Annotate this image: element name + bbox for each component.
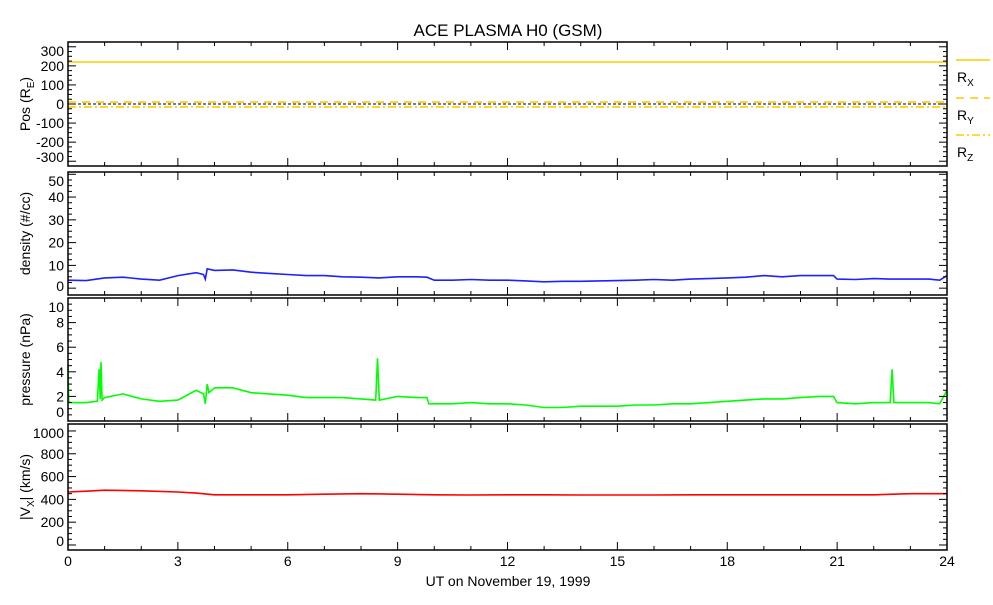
legend-label-text: R <box>957 107 967 123</box>
y-tick-label: -100 <box>36 115 64 131</box>
legend-label-sub: X <box>967 78 974 89</box>
y-tick-label: 100 <box>41 77 65 93</box>
y-tick-label: 0 <box>56 96 64 112</box>
legend-label-sub: Y <box>967 116 974 127</box>
y-tick-label: 200 <box>41 58 65 74</box>
y-tick-label: 0 <box>56 278 64 294</box>
y-label-text: density (#/cc) <box>17 192 33 275</box>
chart-title: ACE PLASMA H0 (GSM) <box>414 21 603 40</box>
y-tick-label: 10 <box>48 299 64 315</box>
y-tick-label: 300 <box>41 43 65 59</box>
y-label-text: Pos (R <box>17 88 33 131</box>
x-tick-label: 3 <box>174 553 182 569</box>
y-tick-label: 1000 <box>33 425 64 441</box>
y-tick-label: -200 <box>36 134 64 150</box>
y-tick-label: 0 <box>56 404 64 420</box>
panel-frame <box>67 423 948 551</box>
y-tick-label: 10 <box>48 257 64 273</box>
panel-frame <box>67 171 948 296</box>
y-tick-label: 50 <box>48 173 64 189</box>
y-axis-label: Pos (RE) <box>17 77 37 131</box>
y-tick-label: 40 <box>48 189 64 205</box>
y-axis-label: density (#/cc) <box>17 192 33 275</box>
y-tick-label: 200 <box>41 514 65 530</box>
series-line-pressure <box>67 358 948 409</box>
y-tick-label: 30 <box>48 212 64 228</box>
x-tick-label: 21 <box>829 553 845 569</box>
panel-3: 1000 800 600 400 200 0 |VX| (km/s) <box>17 423 948 551</box>
legend-label-RZ: RZ <box>957 144 973 164</box>
y-axis-label: |VX| (km/s) <box>17 454 37 520</box>
y-tick-label: 600 <box>41 469 65 485</box>
y-label-end: ) <box>17 77 33 82</box>
y-tick-label: 8 <box>56 315 64 331</box>
y-label-text: |V <box>17 506 33 520</box>
x-tick-label: 12 <box>500 553 516 569</box>
legend-label-RY: RY <box>957 107 974 127</box>
y-tick-label: 4 <box>56 364 64 380</box>
x-tick-label: 18 <box>719 553 735 569</box>
x-axis-label: UT on November 19, 1999 <box>426 573 591 589</box>
legend-label-text: R <box>957 144 967 160</box>
x-tick-label: 15 <box>610 553 626 569</box>
y-axis-label: pressure (nPa) <box>17 313 33 406</box>
series-line-vx <box>67 489 947 496</box>
y-tick-label: 6 <box>56 339 64 355</box>
legend-label-text: R <box>957 69 967 85</box>
legend-label-RX: RX <box>957 69 974 89</box>
panel-frame <box>67 297 948 422</box>
y-tick-label: 800 <box>41 446 65 462</box>
y-tick-label: 2 <box>56 388 64 404</box>
y-tick-label: -300 <box>36 149 64 165</box>
legend-label-sub: Z <box>967 153 973 164</box>
x-tick-label: 6 <box>284 553 292 569</box>
x-tick-label: 0 <box>64 553 72 569</box>
x-tick-labels: 0 3 6 9 12 15 18 21 24 <box>64 553 955 569</box>
y-label-text: pressure (nPa) <box>17 313 33 406</box>
y-label-sub: X <box>26 500 37 507</box>
x-tick-label: 24 <box>939 553 955 569</box>
y-tick-label: 400 <box>41 491 65 507</box>
y-label-sub: E <box>26 81 37 88</box>
series-line-density <box>67 267 948 283</box>
y-tick-label: 0 <box>56 533 64 549</box>
y-tick-label: 20 <box>48 235 64 251</box>
y-label-end: | (km/s) <box>17 454 33 500</box>
x-tick-label: 9 <box>394 553 402 569</box>
